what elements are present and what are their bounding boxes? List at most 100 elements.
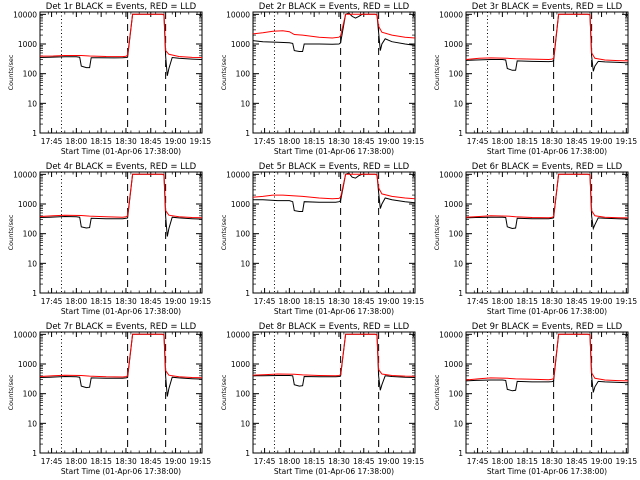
y-tick-label: 1000 bbox=[18, 360, 37, 369]
y-tick-label: 10000 bbox=[13, 10, 37, 19]
x-tick-label: 18:00 bbox=[492, 137, 514, 146]
x-tick-label: 18:15 bbox=[90, 457, 112, 466]
x-tick-label: 18:30 bbox=[328, 137, 350, 146]
y-tick-label: 10 bbox=[240, 419, 250, 428]
x-tick-label: 18:45 bbox=[566, 137, 588, 146]
y-tick-label: 1000 bbox=[18, 40, 37, 49]
detector-panel-5: Det 5r BLACK = Events, RED = LLD 1 10 100 10… bbox=[220, 162, 424, 316]
x-tick-label: 18:15 bbox=[303, 137, 325, 146]
axes-frame bbox=[465, 11, 629, 134]
y-tick-label: 10 bbox=[453, 259, 463, 268]
y-tick-label: 10000 bbox=[226, 170, 250, 179]
x-tick-label: 19:15 bbox=[616, 457, 638, 466]
panel-title: Det 8r BLACK = Events, RED = LLD bbox=[259, 322, 410, 332]
x-tick-label: 18:30 bbox=[328, 297, 350, 306]
y-tick-label: 1 bbox=[458, 449, 463, 458]
x-axis-label: Start Time (01-Apr-06 17:38:00) bbox=[274, 307, 394, 316]
detector-panel-9: Det 9r BLACK = Events, RED = LLD 1 10 100 10… bbox=[433, 322, 637, 476]
x-tick-label: 18:30 bbox=[115, 297, 137, 306]
y-tick-label: 100 bbox=[449, 230, 464, 239]
x-tick-label: 18:45 bbox=[140, 457, 162, 466]
lld-series-line bbox=[253, 173, 415, 200]
x-tick-label: 19:15 bbox=[616, 137, 638, 146]
y-tick-label: 10 bbox=[27, 419, 37, 428]
detector-panel-4: Det 4r BLACK = Events, RED = LLD 1 10 100 10… bbox=[7, 162, 211, 316]
x-tick-label: 18:30 bbox=[541, 297, 563, 306]
y-axis-label: Counts/sec bbox=[433, 54, 441, 90]
x-tick-label: 19:00 bbox=[591, 297, 613, 306]
y-tick-label: 10 bbox=[27, 259, 37, 268]
y-tick-label: 10000 bbox=[439, 330, 463, 339]
y-tick-label: 1 bbox=[32, 449, 37, 458]
panel-title: Det 7r BLACK = Events, RED = LLD bbox=[46, 322, 197, 332]
x-tick-label: 19:00 bbox=[378, 137, 400, 146]
axes-frame bbox=[39, 331, 203, 454]
y-axis-label: Counts/sec bbox=[7, 374, 15, 410]
x-tick-label: 18:30 bbox=[115, 137, 137, 146]
x-axis-label: Start Time (01-Apr-06 17:38:00) bbox=[487, 307, 607, 316]
y-tick-label: 1000 bbox=[231, 200, 250, 209]
x-tick-label: 18:00 bbox=[66, 457, 88, 466]
events-series-line bbox=[40, 333, 202, 397]
panel-title: Det 3r BLACK = Events, RED = LLD bbox=[472, 2, 623, 12]
x-tick-label: 18:00 bbox=[279, 137, 301, 146]
x-tick-label: 18:45 bbox=[566, 457, 588, 466]
x-tick-label: 19:15 bbox=[616, 297, 638, 306]
x-tick-label: 19:00 bbox=[378, 457, 400, 466]
x-tick-label: 19:00 bbox=[378, 297, 400, 306]
y-tick-label: 1000 bbox=[231, 40, 250, 49]
x-tick-label: 18:30 bbox=[541, 457, 563, 466]
x-tick-label: 19:00 bbox=[165, 297, 187, 306]
x-tick-label: 17:45 bbox=[467, 457, 489, 466]
y-tick-label: 100 bbox=[23, 230, 38, 239]
axes-frame bbox=[252, 11, 416, 134]
x-tick-label: 18:00 bbox=[66, 137, 88, 146]
events-series-line bbox=[40, 13, 202, 76]
y-tick-label: 10 bbox=[453, 99, 463, 108]
events-series-line bbox=[40, 173, 202, 237]
y-tick-label: 1 bbox=[245, 129, 250, 138]
x-tick-label: 17:45 bbox=[254, 137, 276, 146]
x-axis-label: Start Time (01-Apr-06 17:38:00) bbox=[274, 467, 394, 476]
events-series-line bbox=[253, 172, 415, 212]
x-tick-label: 19:15 bbox=[403, 297, 425, 306]
y-tick-label: 10000 bbox=[226, 10, 250, 19]
y-tick-label: 1 bbox=[458, 129, 463, 138]
y-tick-label: 1 bbox=[32, 129, 37, 138]
panel-title: Det 5r BLACK = Events, RED = LLD bbox=[259, 162, 410, 172]
x-tick-label: 18:15 bbox=[516, 457, 538, 466]
x-tick-label: 19:15 bbox=[190, 457, 212, 466]
lld-series-line bbox=[466, 173, 628, 219]
detector-panel-1: Det 1r BLACK = Events, RED = LLD 1 10 100 10… bbox=[7, 2, 211, 156]
y-axis-label: Counts/sec bbox=[7, 54, 15, 90]
x-tick-label: 18:15 bbox=[90, 137, 112, 146]
x-tick-label: 18:30 bbox=[328, 457, 350, 466]
x-tick-label: 17:45 bbox=[467, 297, 489, 306]
lld-series-line bbox=[40, 173, 202, 219]
x-tick-label: 18:15 bbox=[516, 297, 538, 306]
y-axis-label: Counts/sec bbox=[220, 374, 228, 410]
y-tick-label: 10000 bbox=[226, 330, 250, 339]
x-tick-label: 18:00 bbox=[279, 297, 301, 306]
panel-title: Det 6r BLACK = Events, RED = LLD bbox=[472, 162, 623, 172]
panel-title: Det 1r BLACK = Events, RED = LLD bbox=[46, 2, 197, 12]
y-tick-label: 1000 bbox=[18, 200, 37, 209]
y-axis-label: Counts/sec bbox=[220, 214, 228, 250]
panel-title: Det 2r BLACK = Events, RED = LLD bbox=[259, 2, 410, 12]
x-tick-label: 19:15 bbox=[190, 297, 212, 306]
y-tick-label: 1 bbox=[458, 289, 463, 298]
y-axis-label: Counts/sec bbox=[220, 54, 228, 90]
x-tick-label: 18:45 bbox=[140, 137, 162, 146]
y-tick-label: 1 bbox=[32, 289, 37, 298]
y-axis-label: Counts/sec bbox=[7, 214, 15, 250]
axes-frame bbox=[39, 171, 203, 294]
lld-series-line bbox=[253, 13, 415, 39]
x-tick-label: 18:00 bbox=[279, 457, 301, 466]
x-axis-label: Start Time (01-Apr-06 17:38:00) bbox=[487, 147, 607, 156]
x-tick-label: 18:15 bbox=[303, 297, 325, 306]
y-tick-label: 100 bbox=[23, 390, 38, 399]
x-tick-label: 19:00 bbox=[591, 457, 613, 466]
y-tick-label: 10 bbox=[240, 99, 250, 108]
x-tick-label: 18:45 bbox=[140, 297, 162, 306]
detector-panel-7: Det 7r BLACK = Events, RED = LLD 1 10 100 10… bbox=[7, 322, 211, 476]
